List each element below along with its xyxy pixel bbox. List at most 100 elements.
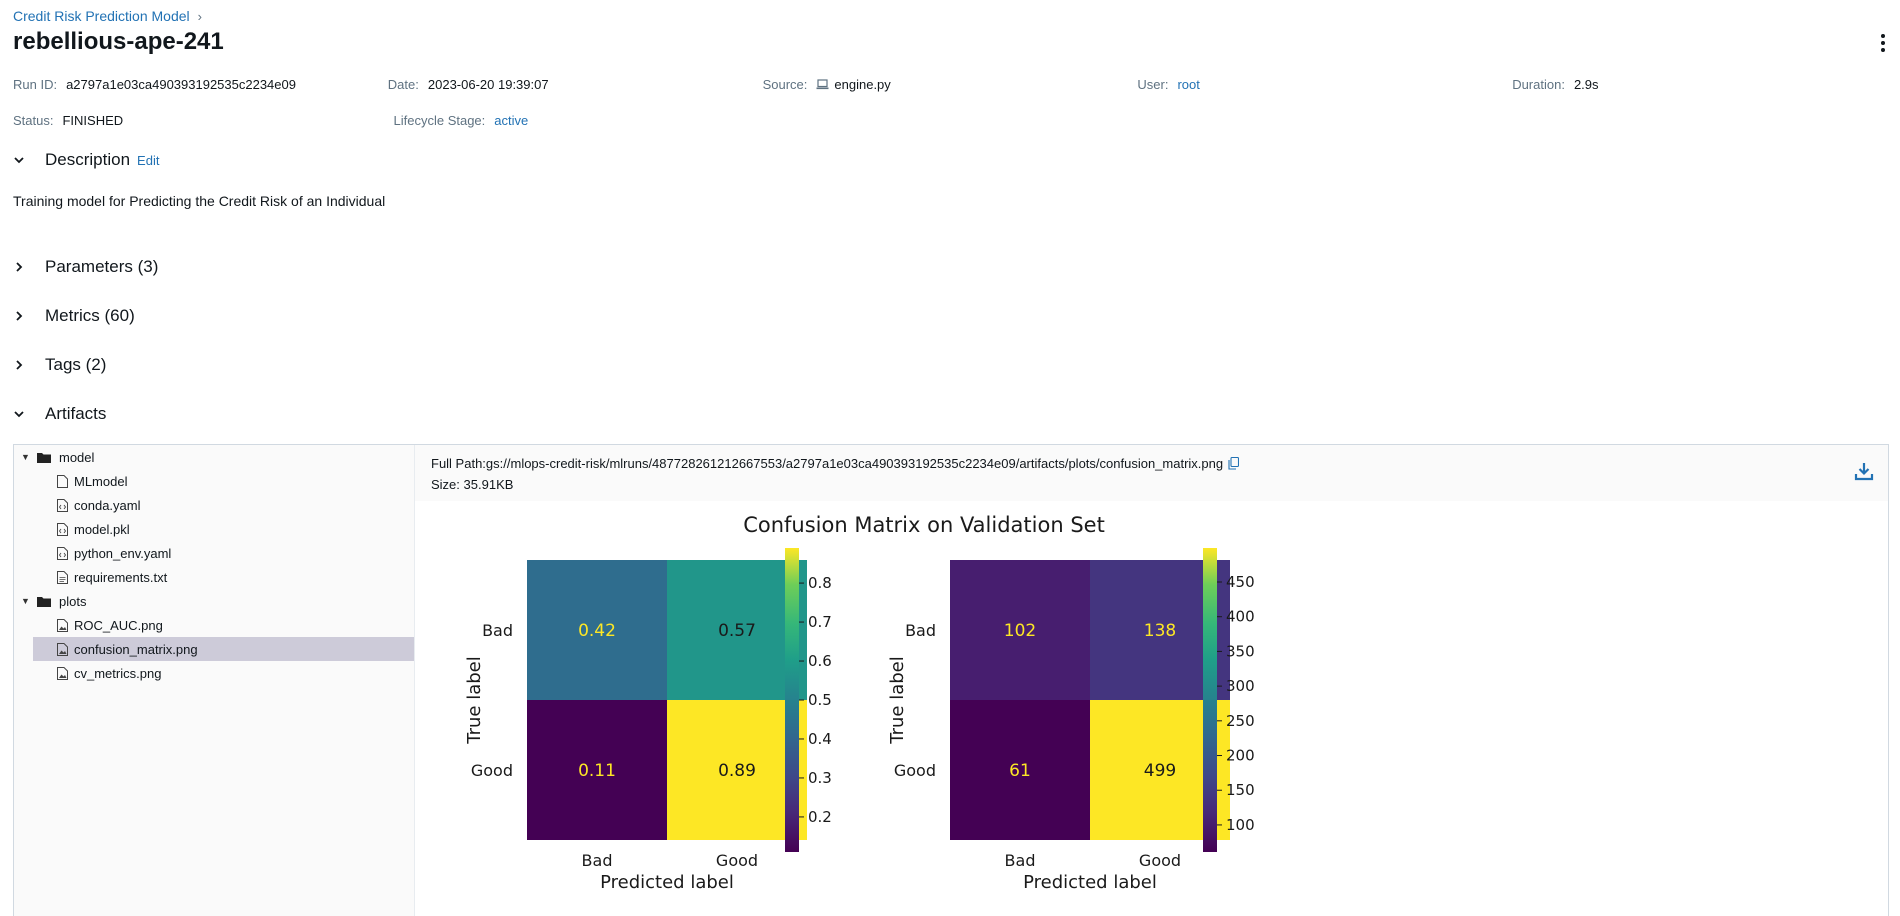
tree-label: model.pkl (74, 521, 130, 537)
artifact-info-bar: Full Path: gs://mlops-credit-risk/mlruns… (415, 445, 1888, 501)
cell-value-label: 499 (1144, 761, 1176, 781)
description-heading: Description (45, 150, 131, 169)
parameters-heading: Parameters (3) (45, 257, 159, 276)
tree-label: python_env.yaml (74, 545, 172, 561)
full-path-label: Full Path: (431, 456, 486, 471)
colorbar-tick-label: 100 (1226, 816, 1255, 834)
cell-value-label: 61 (1009, 761, 1031, 781)
colorbar (785, 548, 799, 852)
tree-file-roc-auc[interactable]: ROC_AUC.png (57, 613, 414, 637)
folder-icon (37, 452, 51, 463)
col-tick-label: Good (1139, 851, 1181, 870)
cell-value-label: 0.42 (578, 621, 616, 641)
colorbar-tick-label: 0.3 (808, 769, 832, 787)
size-line: Size: 35.91KB (431, 477, 513, 492)
chevron-down-icon (14, 157, 24, 164)
date-label: Date: (387, 77, 419, 92)
run-metadata-row-1: Run ID: a2797a1e03ca490393192535c2234e09… (13, 77, 1887, 92)
tree-label: requirements.txt (74, 569, 168, 585)
source-value: engine.py (834, 77, 891, 92)
code-file-icon (57, 522, 68, 536)
heatmap-cell (667, 700, 807, 840)
col-tick-label: Good (716, 851, 758, 870)
colorbar-tick-label: 0.8 (808, 574, 832, 592)
tree-file-mlmodel[interactable]: MLmodel (57, 469, 414, 493)
tree-label: model (59, 449, 95, 465)
code-file-icon (57, 546, 68, 560)
description-section-toggle[interactable]: Description Edit (13, 150, 159, 170)
edit-description-button[interactable]: Edit (137, 152, 160, 168)
colorbar-tick-label: 450 (1226, 573, 1255, 591)
run-id-field: Run ID: a2797a1e03ca490393192535c2234e09 (13, 77, 388, 92)
source-label: Source: (762, 77, 808, 92)
colorbar (1203, 548, 1217, 852)
text-file-icon (57, 570, 68, 584)
parameters-section-toggle[interactable]: Parameters (3) (13, 257, 158, 277)
download-icon[interactable] (1854, 461, 1874, 481)
heatmap-cell (527, 560, 667, 700)
tags-section-toggle[interactable]: Tags (2) (13, 355, 106, 375)
x-axis-label: Predicted label (600, 872, 734, 893)
colorbar-tick-label: 0.2 (808, 808, 832, 826)
chevron-right-icon (16, 262, 23, 272)
full-path-line: Full Path: gs://mlops-credit-risk/mlruns… (431, 456, 1240, 471)
tree-file-model-pkl[interactable]: model.pkl (57, 517, 414, 541)
heatmap-cell (667, 560, 807, 700)
more-options-icon[interactable] (1880, 34, 1886, 52)
lifecycle-value: active (494, 113, 529, 128)
duration-field: Duration: 2.9s (1512, 77, 1887, 92)
status-field: Status: FINISHED (13, 113, 394, 128)
colorbar-tick-label: 0.7 (808, 613, 832, 631)
folder-icon (37, 596, 51, 607)
run-id-value: a2797a1e03ca490393192535c2234e09 (66, 77, 296, 92)
lifecycle-label: Lifecycle Stage: (393, 113, 486, 128)
duration-value: 2.9s (1573, 77, 1599, 92)
size-label: Size: (431, 477, 460, 492)
file-icon (57, 474, 68, 488)
image-file-icon (57, 642, 68, 656)
user-field: User: root (1137, 77, 1512, 92)
tree-file-conda[interactable]: conda.yaml (57, 493, 414, 517)
breadcrumb-separator: › (197, 8, 202, 24)
cell-value-label: 102 (1004, 621, 1036, 641)
metrics-section-toggle[interactable]: Metrics (60) (13, 306, 135, 326)
heatmap-cell (950, 560, 1090, 700)
chevron-right-icon (16, 360, 23, 370)
colorbar-tick-label: 0.4 (808, 730, 832, 748)
heatmap-cell (950, 700, 1090, 840)
chevron-down-icon (14, 411, 24, 418)
cell-value-label: 138 (1144, 621, 1176, 641)
chevron-right-icon (16, 311, 23, 321)
y-axis-label: True label (887, 656, 908, 745)
copy-icon[interactable] (1228, 457, 1240, 470)
full-path-value: gs://mlops-credit-risk/mlruns/4877282612… (485, 456, 1224, 471)
user-label: User: (1137, 77, 1169, 92)
tree-file-python-env[interactable]: python_env.yaml (57, 541, 414, 565)
colorbar-tick-label: 300 (1226, 677, 1255, 695)
tree-label: conda.yaml (74, 497, 141, 513)
status-label: Status: (13, 113, 54, 128)
duration-label: Duration: (1512, 77, 1565, 92)
tree-folder-model[interactable]: ▼ model (21, 445, 414, 469)
caret-down-icon: ▼ (21, 452, 30, 462)
user-link[interactable]: root (1177, 77, 1200, 92)
status-value: FINISHED (62, 113, 124, 128)
tree-file-cv-metrics[interactable]: cv_metrics.png (57, 661, 414, 685)
description-text: Training model for Predicting the Credit… (13, 193, 386, 209)
artifacts-section-toggle[interactable]: Artifacts (13, 404, 106, 424)
col-tick-label: Bad (582, 851, 613, 870)
heatmap-normalized: 0.42 0.57 0.11 0.89 Bad Good Bad Good Predicted … (464, 548, 832, 893)
heatmap-cell (527, 700, 667, 840)
breadcrumb-experiment-link[interactable]: Credit Risk Prediction Model (13, 8, 190, 24)
tree-label: MLmodel (74, 473, 128, 489)
size-value: 35.91KB (463, 477, 514, 492)
tree-folder-plots[interactable]: ▼ plots (21, 589, 414, 613)
tree-file-requirements[interactable]: requirements.txt (57, 565, 414, 589)
tree-label: ROC_AUC.png (74, 617, 163, 633)
date-value: 2023-06-20 19:39:07 (427, 77, 549, 92)
row-tick-label: Bad (905, 621, 936, 640)
tree-file-confusion-matrix[interactable]: confusion_matrix.png (33, 637, 414, 661)
cell-value-label: 0.11 (578, 761, 616, 781)
image-file-icon (57, 618, 68, 632)
